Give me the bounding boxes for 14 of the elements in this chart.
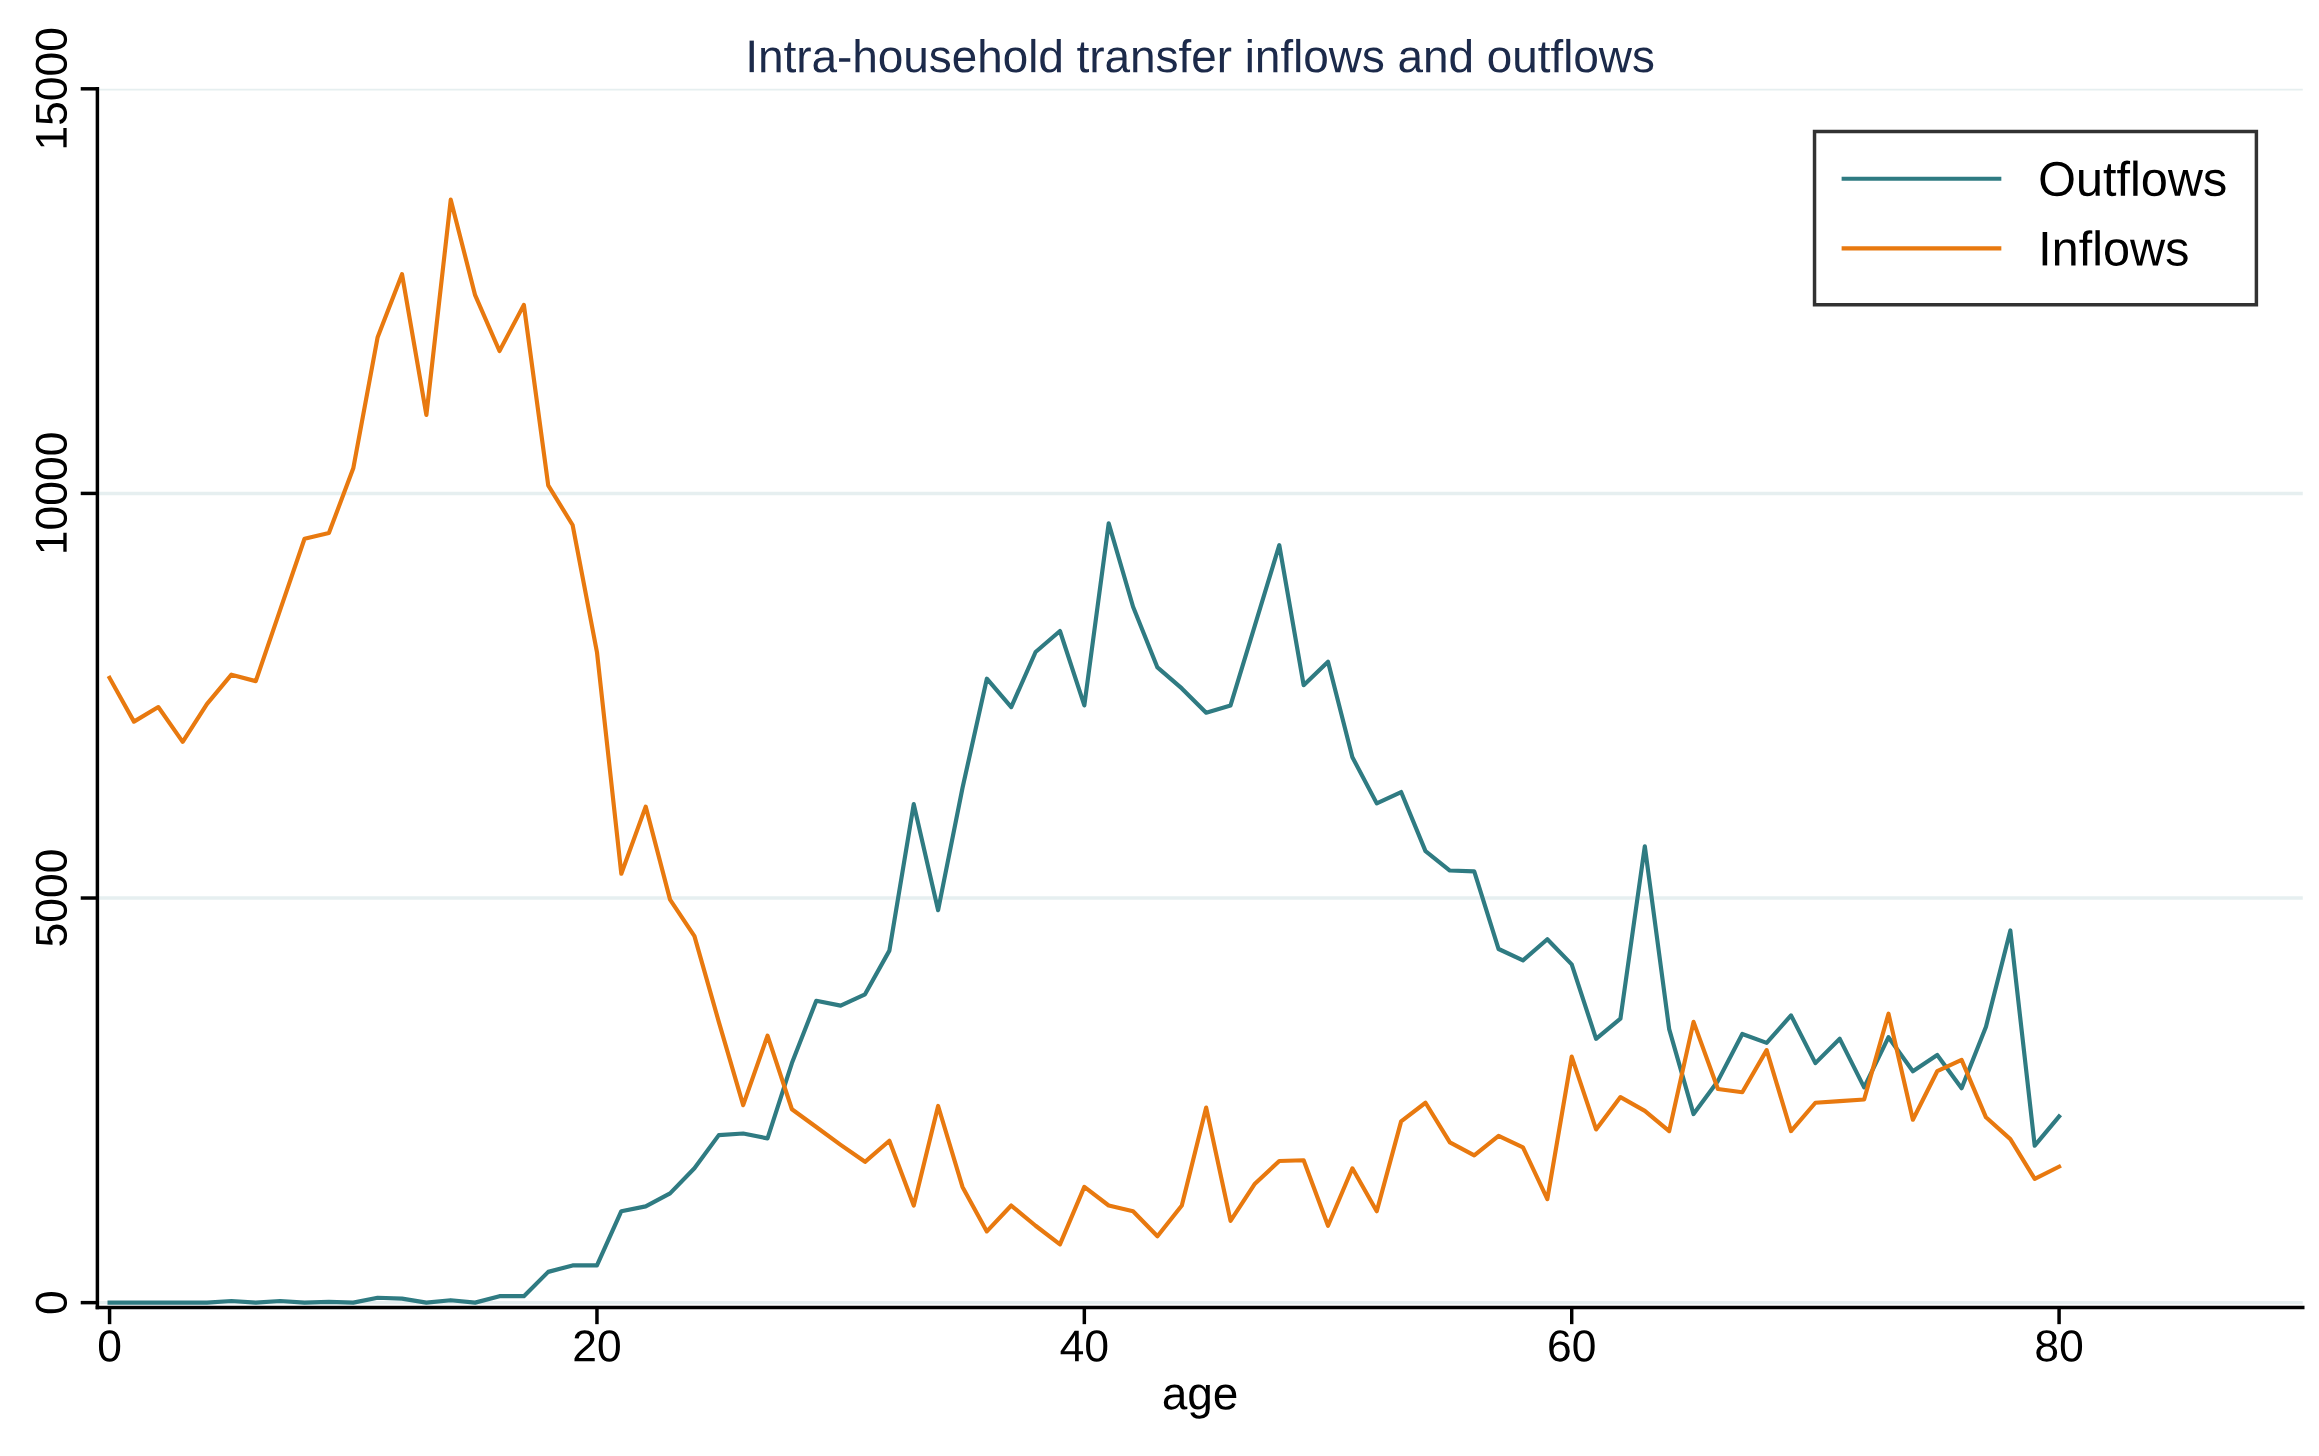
x-tick-label: 20 xyxy=(574,1330,620,1362)
x-tick-label: 80 xyxy=(2036,1330,2083,1362)
x-axis-title: age xyxy=(1163,1384,1237,1419)
x-tick-label: 60 xyxy=(1549,1330,1595,1362)
y-tick-label: 5000 xyxy=(35,850,68,946)
y-tick-label: 10000 xyxy=(35,433,68,552)
legend-label: Outflows xyxy=(2040,160,2226,197)
y-tick-label: 15000 xyxy=(35,28,68,148)
line-series xyxy=(107,521,2062,1305)
x-tick-label: 40 xyxy=(1060,1330,1108,1362)
chart-title: Intra-household transfer inflows and outflows xyxy=(749,38,1654,73)
x-tick-label: 0 xyxy=(98,1330,121,1362)
y-tick-label: 0 xyxy=(35,1292,68,1314)
legend-label: Inflows xyxy=(2042,230,2188,266)
